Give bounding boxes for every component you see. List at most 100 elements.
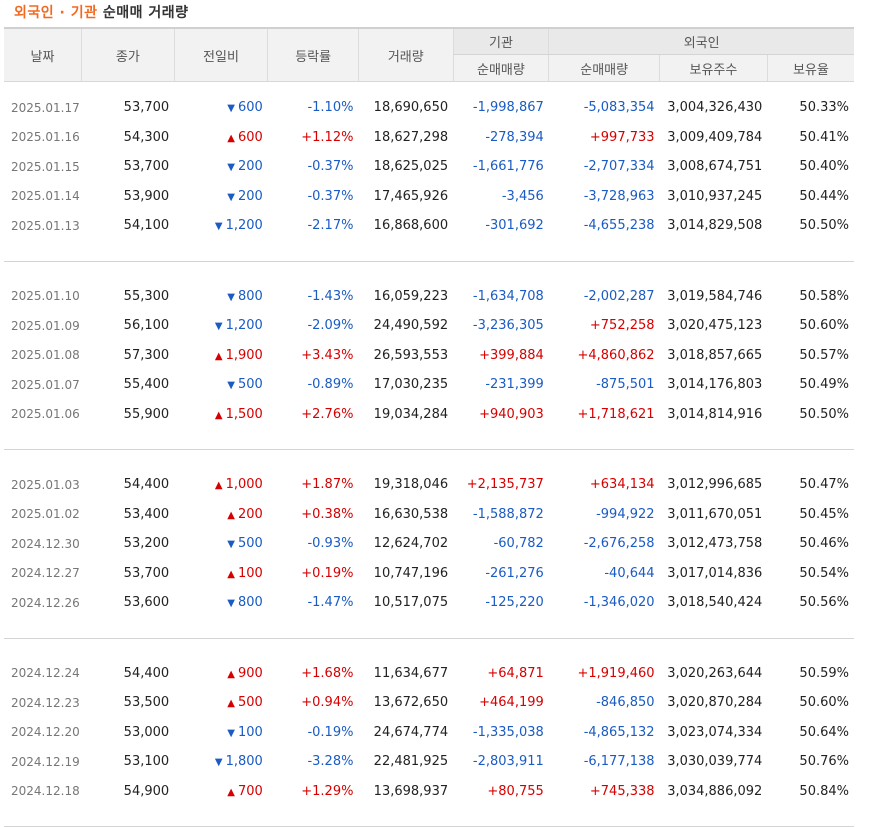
foreign-holdings-cell: 3,034,886,092 — [660, 777, 768, 807]
foreign-ratio-cell: 50.60% — [767, 688, 854, 718]
change-value: 1,500 — [226, 407, 263, 422]
foreign-holdings-cell: 3,008,674,751 — [660, 152, 768, 182]
rate-cell: -0.37% — [268, 182, 359, 212]
foreign-holdings-cell: 3,020,475,123 — [660, 311, 768, 341]
change-value: 700 — [238, 784, 263, 799]
date-cell: 2025.01.07 — [4, 370, 82, 400]
foreign-net-cell: -2,676,258 — [549, 529, 660, 559]
change-cell: ▼200 — [174, 182, 268, 212]
foreign-ratio-cell: 50.58% — [767, 282, 854, 312]
change-cell: ▼500 — [174, 370, 268, 400]
foreign-net-cell: -40,644 — [549, 559, 660, 589]
triangle-up-icon: ▲ — [227, 510, 235, 521]
triangle-down-icon: ▼ — [227, 192, 235, 203]
foreign-ratio-cell: 50.56% — [767, 588, 854, 618]
change-cell: ▼800 — [174, 282, 268, 312]
foreign-holdings-cell: 3,010,937,245 — [660, 182, 768, 212]
volume-cell: 18,625,025 — [358, 152, 453, 182]
change-value: 1,200 — [226, 218, 263, 233]
close-cell: 55,300 — [82, 282, 175, 312]
close-cell: 55,400 — [82, 370, 175, 400]
header-institution-net: 순매매량 — [453, 55, 549, 82]
rate-cell: -0.19% — [268, 718, 359, 748]
volume-cell: 10,517,075 — [358, 588, 453, 618]
rate-cell: +2.76% — [268, 400, 359, 430]
foreign-holdings-cell: 3,014,814,916 — [660, 400, 768, 430]
triangle-down-icon: ▼ — [227, 598, 235, 609]
institution-net-cell: +399,884 — [453, 341, 549, 371]
change-cell: ▼600 — [174, 93, 268, 123]
close-cell: 53,100 — [82, 747, 175, 777]
date-cell: 2024.12.26 — [4, 588, 82, 618]
change-value: 100 — [238, 566, 263, 581]
change-value: 900 — [238, 666, 263, 681]
close-cell: 53,700 — [82, 93, 175, 123]
foreign-ratio-cell: 50.33% — [767, 93, 854, 123]
header-volume: 거래량 — [358, 28, 453, 82]
change-value: 200 — [238, 507, 263, 522]
rate-cell: +1.29% — [268, 777, 359, 807]
date-cell: 2025.01.08 — [4, 341, 82, 371]
foreign-net-cell: -6,177,138 — [549, 747, 660, 777]
foreign-ratio-cell: 50.57% — [767, 341, 854, 371]
change-value: 500 — [238, 377, 263, 392]
volume-cell: 17,030,235 — [358, 370, 453, 400]
institution-net-cell: -1,661,776 — [453, 152, 549, 182]
section-title: 외국인 · 기관 순매매 거래량 — [14, 2, 189, 22]
foreign-holdings-cell: 3,004,326,430 — [660, 93, 768, 123]
header-foreign-group: 외국인 — [549, 28, 854, 55]
close-cell: 53,700 — [82, 152, 175, 182]
foreign-ratio-cell: 50.45% — [767, 500, 854, 530]
change-cell: ▲700 — [174, 777, 268, 807]
date-cell: 2024.12.24 — [4, 659, 82, 689]
foreign-net-cell: +634,134 — [549, 470, 660, 500]
rate-cell: +1.68% — [268, 659, 359, 689]
change-value: 500 — [238, 536, 263, 551]
triangle-down-icon: ▼ — [227, 380, 235, 391]
change-cell: ▲100 — [174, 559, 268, 589]
institution-net-cell: -261,276 — [453, 559, 549, 589]
foreign-ratio-cell: 50.59% — [767, 659, 854, 689]
institution-net-cell: -278,394 — [453, 123, 549, 153]
foreign-ratio-cell: 50.40% — [767, 152, 854, 182]
title-institution: 기관 — [71, 5, 98, 21]
volume-cell: 11,634,677 — [358, 659, 453, 689]
header-change: 전일비 — [174, 28, 268, 82]
volume-cell: 18,627,298 — [358, 123, 453, 153]
foreign-holdings-cell: 3,009,409,784 — [660, 123, 768, 153]
foreign-holdings-cell: 3,020,870,284 — [660, 688, 768, 718]
institution-net-cell: -1,588,872 — [453, 500, 549, 530]
triangle-down-icon: ▼ — [215, 221, 223, 232]
date-cell: 2025.01.13 — [4, 211, 82, 241]
header-date: 날짜 — [4, 28, 82, 82]
rate-cell: +3.43% — [268, 341, 359, 371]
volume-cell: 18,690,650 — [358, 93, 453, 123]
institution-net-cell: -1,998,867 — [453, 93, 549, 123]
institution-net-cell: -301,692 — [453, 211, 549, 241]
volume-cell: 16,868,600 — [358, 211, 453, 241]
volume-cell: 26,593,553 — [358, 341, 453, 371]
change-cell: ▼100 — [174, 718, 268, 748]
foreign-net-cell: -994,922 — [549, 500, 660, 530]
title-rest: 순매매 거래량 — [97, 5, 188, 21]
foreign-ratio-cell: 50.44% — [767, 182, 854, 212]
date-cell: 2025.01.02 — [4, 500, 82, 530]
group-spacer — [4, 450, 854, 470]
rate-cell: -1.10% — [268, 93, 359, 123]
foreign-ratio-cell: 50.60% — [767, 311, 854, 341]
close-cell: 53,500 — [82, 688, 175, 718]
institution-net-cell: -3,236,305 — [453, 311, 549, 341]
close-cell: 53,200 — [82, 529, 175, 559]
close-cell: 53,600 — [82, 588, 175, 618]
rate-cell: -1.43% — [268, 282, 359, 312]
foreign-net-cell: -4,655,238 — [549, 211, 660, 241]
